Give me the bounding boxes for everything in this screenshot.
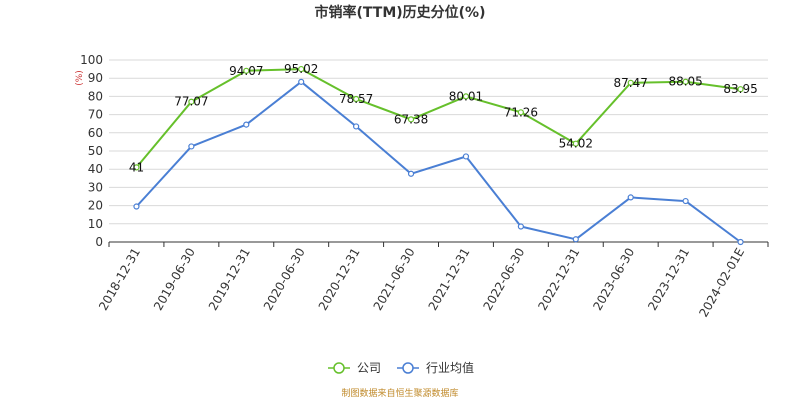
y-tick-label: 10 [88, 217, 103, 231]
data-label: 83.95 [723, 82, 757, 96]
y-tick-label: 100 [80, 53, 103, 67]
data-point-company [243, 67, 250, 74]
legend-label-company: 公司 [357, 361, 381, 375]
y-tick-label: 30 [88, 180, 103, 194]
x-tick-label: 2023-06-30 [590, 246, 637, 313]
data-point-company [572, 140, 579, 147]
data-label: 78.57 [339, 92, 373, 106]
data-point-industry [682, 197, 689, 205]
data-labels: 41 77.07 94.07 95.02 78.57 67.38 80.01 71.26 54.… [129, 62, 758, 174]
x-tick-label: 2019-06-30 [151, 246, 198, 313]
data-point-company [188, 98, 195, 105]
y-tick-label: 40 [88, 162, 103, 176]
data-point-industry [353, 123, 360, 130]
legend-item-industry[interactable]: 行业均值 [397, 360, 474, 375]
legend[interactable]: 公司 行业均值 [328, 360, 474, 375]
x-tick-label: 2020-12-31 [316, 246, 363, 313]
x-tick-label: 2020-06-30 [261, 246, 308, 313]
y-tick-label: 90 [88, 71, 103, 85]
data-label: 80.01 [449, 89, 483, 103]
x-tick-label: 2019-12-31 [206, 246, 253, 313]
x-tick-label: 2022-12-31 [535, 246, 582, 313]
data-point-industry [188, 143, 195, 150]
data-point-industry [407, 170, 415, 177]
y-tick-label: 0 [95, 235, 103, 249]
data-point-industry [572, 236, 579, 243]
y-axis: 0 10 20 30 40 50 60 70 80 90 100 [80, 53, 103, 249]
source-note: 制图数据来自恒生聚源数据库 [341, 387, 458, 399]
chart-title: 市销率(TTM)历史分位(%) [315, 4, 486, 21]
y-tick-label: 20 [88, 199, 103, 213]
series-line-industry [135, 80, 742, 243]
legend-marker-company [333, 362, 345, 374]
y-axis-unit: (%) [75, 70, 85, 86]
series-line-company [135, 68, 741, 169]
data-point-industry [243, 121, 250, 128]
x-tick-label: 2021-06-30 [371, 246, 418, 313]
x-tick-label: 2022-06-30 [480, 246, 527, 313]
data-label: 88.05 [668, 75, 702, 89]
x-axis: 2018-12-31 2019-06-30 2019-12-31 2020-06-30… [96, 241, 769, 320]
data-point-company [298, 65, 305, 73]
data-point-company [133, 164, 140, 171]
x-tick-label: 2023-12-31 [645, 246, 692, 313]
data-label: 87.47 [614, 76, 648, 90]
x-tick-label: 2018-12-31 [96, 246, 143, 313]
data-point-industry [133, 203, 140, 210]
data-point-company [462, 93, 470, 100]
data-point-industry [298, 78, 305, 85]
data-label: 54.02 [559, 137, 593, 151]
data-label: 77.07 [174, 95, 208, 109]
data-label: 94.07 [229, 64, 263, 78]
data-point-company [737, 86, 744, 93]
data-point-company [627, 79, 634, 86]
y-tick-label: 60 [88, 126, 103, 140]
y-tick-label: 50 [88, 144, 103, 158]
y-tick-label: 70 [88, 108, 103, 122]
data-label: 67.38 [394, 112, 428, 126]
data-point-industry [462, 153, 470, 160]
data-point-company [353, 95, 360, 103]
data-label: 71.26 [504, 105, 538, 119]
data-label: 41 [129, 160, 144, 174]
y-tick-label: 80 [88, 89, 103, 103]
data-point-company [682, 78, 689, 85]
x-tick-label: 2024-02-01E [696, 246, 747, 320]
data-point-company [407, 116, 415, 123]
legend-marker-industry [402, 362, 414, 374]
series-layer [133, 65, 744, 246]
data-point-industry [737, 238, 744, 246]
data-point-industry [627, 194, 634, 201]
data-point-industry [517, 223, 524, 230]
grid-lines [109, 59, 768, 225]
data-point-company [517, 109, 524, 116]
legend-label-industry: 行业均值 [426, 360, 474, 375]
x-tick-label: 2021-12-31 [426, 246, 473, 313]
data-label: 95.02 [284, 62, 318, 76]
legend-item-company[interactable]: 公司 [328, 361, 381, 375]
